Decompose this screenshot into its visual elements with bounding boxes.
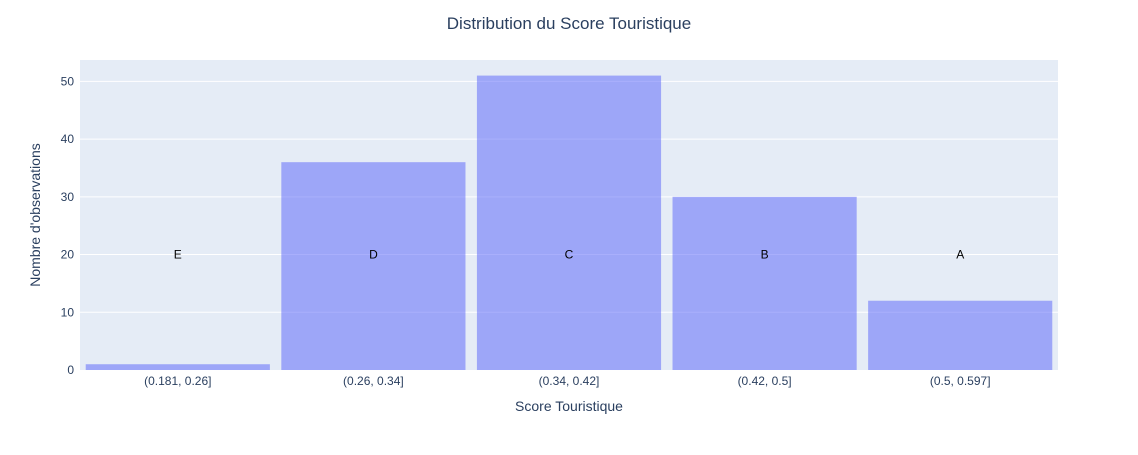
bar: [85, 364, 270, 370]
bar: [868, 300, 1053, 370]
x-tick-label: (0.34, 0.42]: [539, 374, 600, 388]
chart-title: Distribution du Score Touristique: [447, 14, 691, 33]
x-tick-label: (0.181, 0.26]: [144, 374, 211, 388]
y-tick-label: 30: [61, 190, 75, 204]
x-tick-label: (0.5, 0.597]: [930, 374, 991, 388]
y-tick-label: 40: [61, 132, 75, 146]
bar-label: E: [174, 248, 182, 262]
bar: [476, 75, 662, 370]
x-tick-label: (0.26, 0.34]: [343, 374, 404, 388]
y-axis-ticks: 0 10 20 30 40 50: [61, 74, 75, 377]
bar: [281, 162, 466, 370]
y-tick-label: 10: [61, 305, 75, 319]
x-tick-label: (0.42, 0.5]: [738, 374, 792, 388]
bar-label: A: [956, 248, 964, 262]
y-tick-label: 0: [67, 363, 74, 377]
y-tick-label: 20: [61, 248, 75, 262]
bar: [672, 196, 857, 370]
bar-label: B: [761, 248, 769, 262]
y-tick-label: 50: [61, 74, 75, 88]
bar-label: C: [565, 248, 574, 262]
y-axis-title: Nombre d'observations: [27, 143, 43, 287]
x-axis-title: Score Touristique: [515, 398, 623, 414]
bar-label: D: [369, 248, 378, 262]
bars: [85, 75, 1053, 370]
x-axis-ticks: (0.181, 0.26] (0.26, 0.34] (0.34, 0.42] (0.…: [144, 374, 990, 388]
